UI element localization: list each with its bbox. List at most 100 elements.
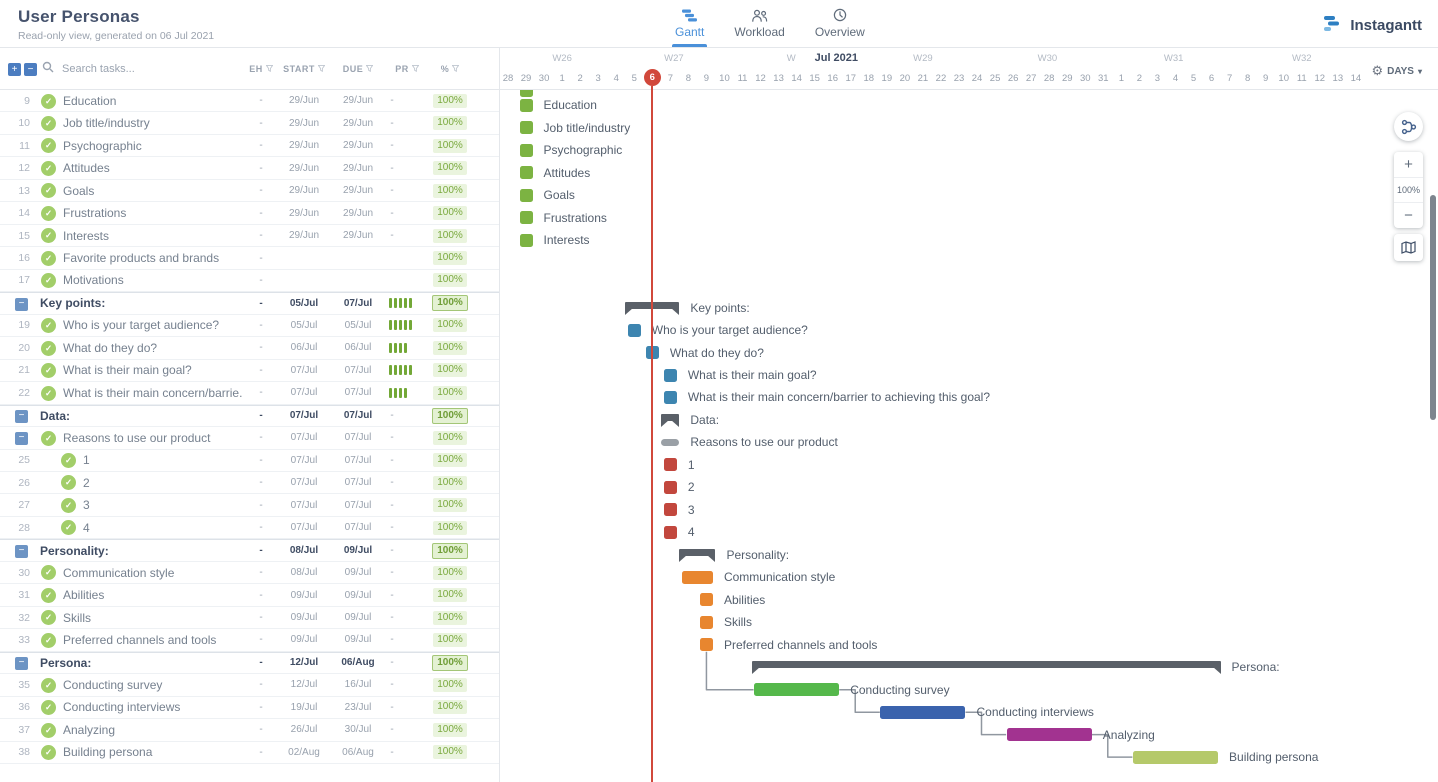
task-row[interactable]: 35 ✓ Conducting survey - 12/Jul 16/Jul - 100%	[0, 674, 499, 697]
column-header-eh[interactable]: EH	[246, 48, 276, 89]
task-row[interactable]: 37 ✓ Analyzing - 26/Jul 30/Jul - 100%	[0, 719, 499, 742]
gantt-milestone[interactable]	[519, 98, 533, 112]
gantt-milestone[interactable]	[519, 166, 533, 180]
task-row[interactable]: 17 ✓ Motivations - 100%	[0, 269, 499, 293]
gantt-milestone[interactable]	[663, 390, 677, 404]
task-row[interactable]: 26 ✓ 2 - 07/Jul 07/Jul - 100%	[0, 471, 499, 495]
gantt-bar[interactable]	[681, 570, 713, 584]
task-row[interactable]: 10 ✓ Job title/industry - 29/Jun 29/Jun - 100%	[0, 112, 499, 135]
collapse-icon[interactable]: −	[15, 544, 28, 558]
task-row[interactable]: 19 ✓ Who is your target audience? - 05/Jul 05…	[0, 314, 499, 338]
gantt-milestone[interactable]	[663, 503, 677, 517]
collapse-icon[interactable]: −	[15, 431, 28, 445]
task-row[interactable]: − ✓ Reasons to use our product - 07/Jul 07/Ju…	[0, 427, 499, 450]
collapse-icon[interactable]: −	[15, 297, 28, 311]
task-row[interactable]: 27 ✓ 3 - 07/Jul 07/Jul - 100%	[0, 494, 499, 517]
gantt-milestone[interactable]	[699, 638, 713, 652]
check-icon[interactable]: ✓	[41, 745, 56, 761]
check-icon[interactable]: ✓	[41, 700, 56, 716]
check-icon[interactable]: ✓	[41, 340, 56, 356]
gantt-bar[interactable]	[1132, 750, 1219, 764]
column-header-start[interactable]: START	[281, 48, 327, 89]
gantt-bar[interactable]	[754, 683, 840, 697]
zoom-out-button[interactable]: −	[1404, 207, 1413, 224]
tab-workload[interactable]: Workload	[719, 0, 799, 47]
gantt-milestone[interactable]	[663, 368, 677, 382]
gantt-group-bar[interactable]	[661, 413, 680, 428]
gantt-milestone-clipped[interactable]	[519, 90, 533, 97]
vertical-scrollbar[interactable]	[1430, 195, 1436, 420]
collapse-all-button[interactable]: −	[24, 63, 37, 76]
zoom-in-button[interactable]: +	[1394, 152, 1423, 178]
task-row[interactable]: 31 ✓ Abilities - 09/Jul 09/Jul - 100%	[0, 584, 499, 607]
check-icon[interactable]: ✓	[41, 228, 56, 244]
gantt-milestone[interactable]	[699, 615, 713, 629]
gantt-group-bar[interactable]	[751, 661, 1221, 675]
task-row[interactable]: 28 ✓ 4 - 07/Jul 07/Jul - 100%	[0, 516, 499, 540]
check-icon[interactable]: ✓	[41, 632, 56, 648]
task-row[interactable]: 20 ✓ What do they do? - 06/Jul 06/Jul 100%	[0, 337, 499, 360]
task-row[interactable]: − Key points: - 05/Jul 07/Jul 100%	[0, 292, 499, 315]
gantt-bar[interactable]	[1006, 728, 1092, 742]
gantt-milestone[interactable]	[519, 211, 533, 225]
check-icon[interactable]: ✓	[41, 677, 56, 693]
task-row[interactable]: 9 ✓ Education - 29/Jun 29/Jun - 100%	[0, 90, 499, 113]
check-icon[interactable]: ✓	[61, 520, 76, 536]
task-row[interactable]: 21 ✓ What is their main goal? - 07/Jul 07/Jul…	[0, 359, 499, 383]
collapse-icon[interactable]: −	[15, 410, 28, 424]
task-row[interactable]: − Data: - 07/Jul 07/Jul - 100%	[0, 404, 499, 428]
task-row[interactable]: 16 ✓ Favorite products and brands - 100%	[0, 247, 499, 270]
check-icon[interactable]: ✓	[41, 565, 56, 581]
task-row[interactable]: 32 ✓ Skills - 09/Jul 09/Jul - 100%	[0, 606, 499, 630]
timescale-control[interactable]: ⚙ DAYS ▾	[1367, 61, 1426, 81]
check-icon[interactable]: ✓	[41, 363, 56, 379]
task-row[interactable]: 36 ✓ Conducting interviews - 19/Jul 23/Jul - 10…	[0, 696, 499, 720]
gantt-milestone[interactable]	[519, 143, 533, 157]
task-row[interactable]: 33 ✓ Preferred channels and tools - 09/Jul 09…	[0, 629, 499, 652]
column-header-due[interactable]: DUE	[335, 48, 381, 89]
task-row[interactable]: 25 ✓ 1 - 07/Jul 07/Jul - 100%	[0, 449, 499, 472]
task-row[interactable]: − Personality: - 08/Jul 09/Jul - 100%	[0, 539, 499, 562]
task-row[interactable]: 22 ✓ What is their main concern/barrie... -…	[0, 382, 499, 405]
gantt-milestone[interactable]	[699, 593, 713, 607]
column-header-pr[interactable]: PR	[389, 48, 425, 89]
gantt-milestone[interactable]	[627, 323, 641, 337]
gantt-milestone[interactable]	[663, 458, 677, 472]
task-row[interactable]: − Persona: - 12/Jul 06/Aug - 100%	[0, 651, 499, 675]
check-icon[interactable]: ✓	[61, 497, 76, 513]
gantt-milestone[interactable]	[519, 121, 533, 135]
check-icon[interactable]: ✓	[41, 318, 56, 334]
gantt-group-bar[interactable]	[679, 548, 716, 563]
gantt-subgroup-bar[interactable]	[661, 438, 680, 446]
gantt-milestone[interactable]	[519, 233, 533, 247]
check-icon[interactable]: ✓	[61, 475, 76, 491]
task-row[interactable]: 13 ✓ Goals - 29/Jun 29/Jun - 100%	[0, 179, 499, 203]
column-header-pct[interactable]: %	[428, 48, 472, 89]
task-row[interactable]: 14 ✓ Frustrations - 29/Jun 29/Jun - 100%	[0, 202, 499, 225]
task-row[interactable]: 38 ✓ Building persona - 02/Aug 06/Aug - 100%	[0, 741, 499, 765]
check-icon[interactable]: ✓	[41, 273, 56, 289]
check-icon[interactable]: ✓	[41, 115, 56, 131]
search-input[interactable]	[60, 62, 194, 76]
check-icon[interactable]: ✓	[41, 93, 56, 109]
check-icon[interactable]: ✓	[41, 385, 56, 401]
task-row[interactable]: 11 ✓ Psychographic - 29/Jun 29/Jun - 100%	[0, 134, 499, 158]
gantt-bar[interactable]	[880, 705, 966, 719]
minimap-button[interactable]	[1394, 234, 1423, 261]
task-row[interactable]: 12 ✓ Attitudes - 29/Jun 29/Jun - 100%	[0, 157, 499, 180]
check-icon[interactable]: ✓	[41, 183, 56, 199]
task-row[interactable]: 15 ✓ Interests - 29/Jun 29/Jun - 100%	[0, 224, 499, 248]
check-icon[interactable]: ✓	[41, 250, 56, 266]
gantt-milestone[interactable]	[663, 480, 677, 494]
check-icon[interactable]: ✓	[41, 722, 56, 738]
tab-overview[interactable]: Overview	[800, 0, 880, 47]
check-icon[interactable]: ✓	[41, 138, 56, 154]
check-icon[interactable]: ✓	[41, 160, 56, 176]
collapse-icon[interactable]: −	[15, 657, 28, 671]
gantt-milestone[interactable]	[519, 188, 533, 202]
expand-all-button[interactable]: +	[8, 63, 21, 76]
check-icon[interactable]: ✓	[41, 430, 56, 446]
check-icon[interactable]: ✓	[61, 453, 76, 468]
dependencies-button[interactable]	[1394, 112, 1423, 141]
check-icon[interactable]: ✓	[41, 205, 56, 221]
